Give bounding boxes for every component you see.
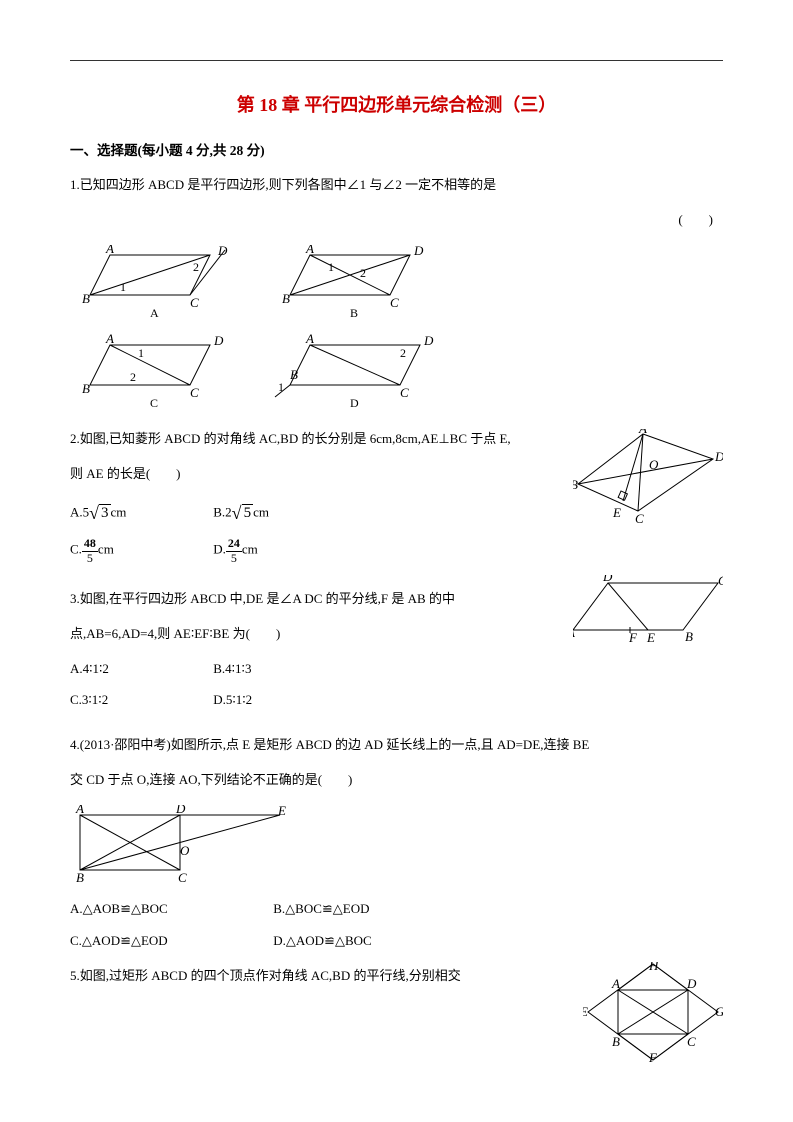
label-O: O <box>180 843 190 858</box>
q1-paren: ( ) <box>678 210 713 231</box>
label-F: F <box>648 1050 658 1062</box>
q2-opt-B: B.2√5cm <box>213 499 353 528</box>
angle-1: 1 <box>278 380 284 394</box>
q2-options-row2: C.485cm D.245cm <box>70 537 723 564</box>
title-text: 第 18 章 平行四边形单元综合检测（三） <box>237 95 557 115</box>
fig-label-C: C <box>150 396 158 410</box>
angle-2: 2 <box>400 346 406 360</box>
question-2-line1: 2.如图,已知菱形 ABCD 的对角线 AC,BD 的长分别是 6cm,8cm,… <box>70 429 723 450</box>
q3-opt-C: C.3∶1∶2 <box>70 690 210 711</box>
label-D: D <box>714 449 723 464</box>
label-E: E <box>277 805 286 818</box>
q4-options-row2: C.△AOD≌△EOD D.△AOD≌△BOC <box>70 930 723 951</box>
label-A: A <box>105 245 114 256</box>
q1-figures: A B C D 1 2 A A B C D 1 2 B A B C <box>70 245 723 415</box>
label-E: E <box>583 1004 588 1019</box>
q4-options-row1: A.△AOB≌△BOC B.△BOC≌△EOD <box>70 899 723 920</box>
q1-diagram-set: A B C D 1 2 A A B C D 1 2 B A B C <box>70 245 470 415</box>
label-C: C <box>400 385 409 400</box>
label-A: A <box>75 805 84 816</box>
fig-label-D: D <box>350 396 359 410</box>
angle-2: 2 <box>360 266 366 280</box>
angle-1: 1 <box>120 280 126 294</box>
question-4-line1: 4.(2013·邵阳中考)如图所示,点 E 是矩形 ABCD 的边 AD 延长线… <box>70 735 723 756</box>
q4-figure: A B C D E O <box>70 805 723 885</box>
label-D: D <box>423 333 434 348</box>
question-5-line1: 5.如图,过矩形 ABCD 的四个顶点作对角线 AC,BD 的平行线,分别相交 <box>70 966 723 987</box>
label-A: A <box>305 245 314 256</box>
label-C: C <box>635 511 644 524</box>
q3-options-row1: A.4∶1∶2 B.4∶1∶3 <box>70 658 723 679</box>
q2-opt-A: A.5√3cm <box>70 499 210 528</box>
question-3-line2: 点,AB=6,AD=4,则 AE∶EF∶BE 为( ) <box>70 624 723 645</box>
angle-1: 1 <box>328 260 334 274</box>
q1-text: 1.已知四边形 ABCD 是平行四边形,则下列各图中∠1 与∠2 一定不相等的是 <box>70 177 496 192</box>
label-E: E <box>612 505 621 520</box>
fig-label-A: A <box>150 306 159 320</box>
label-B: B <box>290 367 298 382</box>
q2-opt-C: C.485cm <box>70 537 210 564</box>
angle-1: 1 <box>138 346 144 360</box>
label-C: C <box>178 870 187 885</box>
page-title: 第 18 章 平行四边形单元综合检测（三） <box>70 91 723 120</box>
label-D: D <box>175 805 186 816</box>
q4-opt-A: A.△AOB≌△BOC <box>70 899 270 920</box>
label-D: D <box>217 245 228 258</box>
label-G: G <box>715 1004 723 1019</box>
label-C: C <box>190 295 199 310</box>
label-B: B <box>82 291 90 306</box>
q4-opt-B: B.△BOC≌△EOD <box>273 899 473 920</box>
section-heading: 一、选择题(每小题 4 分,共 28 分) <box>70 140 723 162</box>
label-C: C <box>190 385 199 400</box>
q4-opt-D: D.△AOD≌△BOC <box>273 931 473 952</box>
label-B: B <box>76 870 84 885</box>
label-A: A <box>305 331 314 346</box>
q2-opt-D: D.245cm <box>213 537 353 564</box>
label-D: D <box>413 245 424 258</box>
question-3-line1: 3.如图,在平行四边形 ABCD 中,DE 是∠A DC 的平分线,F 是 AB… <box>70 589 723 610</box>
question-4-line2: 交 CD 于点 O,连接 AO,下列结论不正确的是( ) <box>70 770 723 791</box>
label-C: C <box>390 295 399 310</box>
label-D: D <box>213 333 224 348</box>
label-A: A <box>105 331 114 346</box>
q3-options-row2: C.3∶1∶2 D.5∶1∶2 <box>70 690 723 711</box>
q3-opt-B: B.4∶1∶3 <box>213 659 353 680</box>
fig-label-B: B <box>350 306 358 320</box>
question-2-line2: 则 AE 的长是( ) <box>70 464 723 485</box>
label-B: B <box>82 381 90 396</box>
q3-opt-A: A.4∶1∶2 <box>70 659 210 680</box>
angle-2: 2 <box>130 370 136 384</box>
label-D: D <box>602 575 613 584</box>
label-C: C <box>718 575 723 588</box>
q3-opt-D: D.5∶1∶2 <box>213 690 353 711</box>
question-1: 1.已知四边形 ABCD 是平行四边形,则下列各图中∠1 与∠2 一定不相等的是 <box>70 175 723 196</box>
label-B: B <box>282 291 290 306</box>
label-B: B <box>612 1034 620 1049</box>
q4-opt-C: C.△AOD≌△EOD <box>70 931 270 952</box>
label-C: C <box>687 1034 696 1049</box>
angle-2: 2 <box>193 260 199 274</box>
